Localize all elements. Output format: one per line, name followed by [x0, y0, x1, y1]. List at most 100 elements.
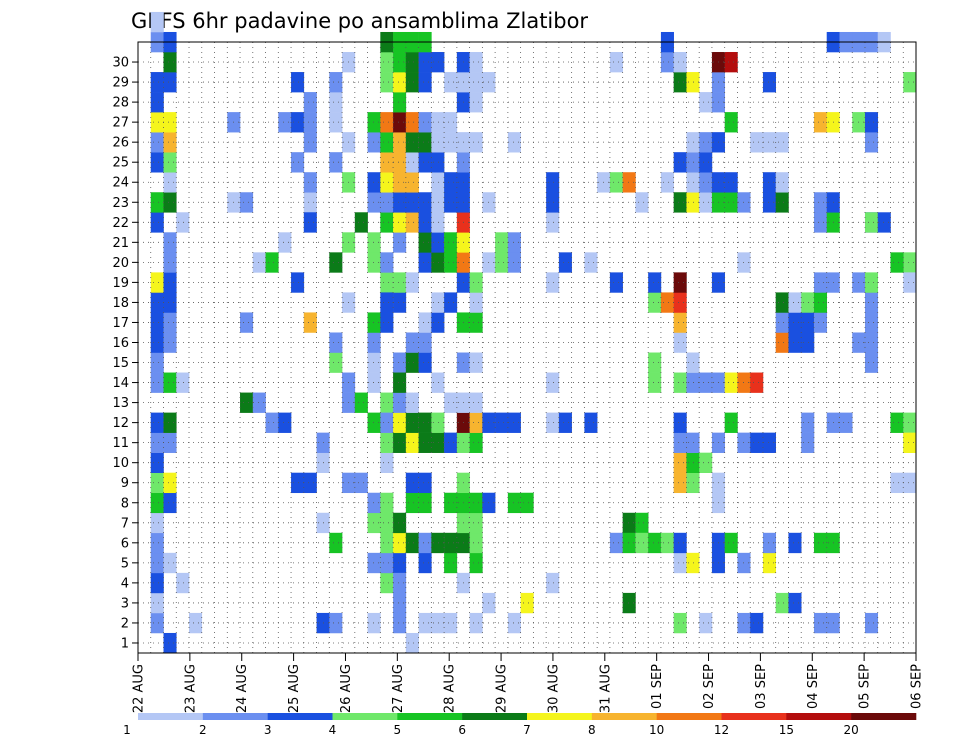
heatmap-cell	[405, 132, 419, 153]
legend-swatch	[721, 713, 787, 720]
heatmap-cell	[405, 432, 419, 453]
heatmap-cell	[673, 452, 687, 473]
legend: 1 2 3 4 5 6 7 8 10 12 15 20	[123, 713, 917, 737]
heatmap-cell	[393, 92, 407, 113]
x-tick-label: 25 AUG	[287, 664, 302, 713]
heatmap-cell	[775, 192, 789, 213]
heatmap-cell	[380, 292, 394, 313]
heatmap-cell	[418, 232, 432, 253]
heatmap-cell	[418, 412, 432, 433]
heatmap-cell	[877, 212, 891, 233]
heatmap-cell	[329, 352, 343, 373]
heatmap-cell	[813, 272, 828, 293]
heatmap-cell	[431, 412, 445, 433]
y-tick-label: 10	[112, 456, 129, 471]
heatmap-cell	[367, 192, 381, 213]
heatmap-cell	[686, 152, 700, 173]
heatmap-cell	[393, 592, 407, 614]
heatmap-cell	[762, 432, 776, 453]
heatmap-cell	[393, 512, 407, 534]
heatmap-cell	[444, 292, 458, 313]
x-tick-label: 02 SEP	[702, 664, 717, 709]
heatmap-cell	[750, 612, 764, 634]
heatmap-cell	[839, 412, 853, 433]
heatmap-cell	[431, 192, 445, 213]
heatmap-cell	[265, 412, 279, 433]
heatmap-cell	[558, 252, 572, 273]
heatmap-cell	[686, 132, 700, 153]
x-tick-label: 23 AUG	[183, 664, 198, 713]
heatmap-cell	[393, 132, 407, 153]
legend-swatch	[332, 713, 398, 720]
heatmap-cell	[890, 412, 904, 433]
heatmap-cell	[495, 412, 509, 433]
heatmap-cell	[469, 272, 483, 293]
heatmap-cell	[444, 532, 458, 554]
heatmap-cell	[762, 132, 776, 153]
heatmap-cell	[890, 252, 904, 273]
heatmap-cell	[864, 352, 879, 373]
heatmap-cell	[291, 272, 305, 293]
heatmap-cell	[673, 432, 687, 453]
heatmap-cell	[393, 392, 407, 413]
heatmap-cell	[469, 52, 483, 73]
heatmap-cell	[750, 432, 764, 453]
heatmap-cell	[150, 512, 164, 534]
heatmap-cell	[163, 552, 177, 574]
legend-label: 4	[329, 723, 337, 737]
x-tick-label: 29 AUG	[495, 664, 510, 713]
heatmap-cell	[699, 172, 713, 193]
heatmap-cell	[431, 132, 445, 153]
heatmap-cell	[405, 52, 419, 73]
heatmap-cell	[150, 412, 164, 433]
heatmap-cell	[431, 212, 445, 233]
heatmap-cell	[354, 212, 368, 233]
heatmap-cell	[380, 52, 394, 73]
heatmap-cell	[418, 612, 432, 634]
heatmap-cell	[775, 312, 789, 333]
x-tick-label: 22 AUG	[132, 664, 147, 713]
heatmap-cell	[699, 452, 713, 473]
heatmap-cell	[393, 52, 407, 73]
y-tick-label: 17	[112, 316, 129, 331]
heatmap-cell	[418, 112, 432, 133]
heatmap-cell	[303, 192, 317, 213]
heatmap-cell	[444, 612, 458, 634]
heatmap-cell	[150, 132, 164, 153]
heatmap-cell	[864, 292, 879, 313]
heatmap-cell	[507, 612, 521, 634]
heatmap-cell	[864, 612, 879, 634]
heatmap-cell	[813, 312, 828, 333]
heatmap-cell	[405, 72, 419, 93]
heatmap-cell	[278, 412, 292, 433]
heatmap-cell	[469, 532, 483, 554]
heatmap-cell	[150, 192, 164, 213]
heatmap-cell	[609, 52, 623, 73]
heatmap-cell	[418, 532, 432, 554]
heatmap-cell	[890, 472, 904, 494]
legend-swatch	[202, 713, 268, 720]
heatmap-cell	[864, 272, 879, 293]
heatmap-cell	[163, 252, 177, 273]
heatmap-cell	[903, 72, 917, 93]
y-tick-label: 16	[112, 336, 129, 351]
heatmap-cell	[813, 532, 828, 554]
heatmap-cell	[405, 192, 419, 213]
heatmap-cell	[163, 632, 177, 654]
heatmap-cell	[150, 492, 164, 514]
heatmap-cell	[635, 192, 649, 213]
heatmap-cell	[150, 332, 164, 353]
heatmap-cell	[788, 532, 802, 554]
heatmap-cell	[724, 532, 738, 554]
heatmap-cell	[303, 212, 317, 233]
heatmap-cell	[418, 552, 432, 574]
heatmap-cell	[775, 172, 789, 193]
heatmap-cell	[278, 112, 292, 133]
heatmap-cell	[329, 252, 343, 273]
heatmap-cell	[380, 512, 394, 534]
y-tick-label: 6	[121, 536, 129, 551]
y-tick-label: 12	[112, 416, 129, 431]
heatmap-cell	[635, 512, 649, 534]
heatmap-cell	[405, 272, 419, 293]
heatmap-cell	[367, 352, 381, 373]
